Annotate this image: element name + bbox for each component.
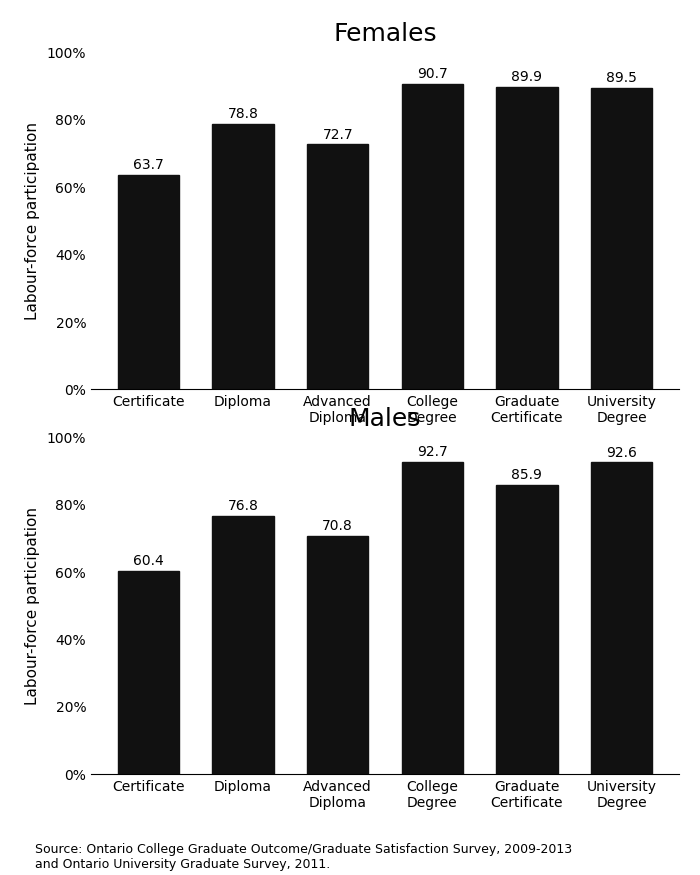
Bar (402, 84, 463, 389)
Text: 60.4: 60.4 (133, 554, 164, 568)
Text: 89.5: 89.5 (606, 71, 637, 85)
Bar (212, 124, 274, 389)
Y-axis label: Labour-force participation: Labour-force participation (25, 507, 40, 705)
Bar (307, 536, 368, 774)
Text: 63.7: 63.7 (133, 158, 164, 172)
Text: Source: Ontario College Graduate Outcome/Graduate Satisfaction Survey, 2009-2013: Source: Ontario College Graduate Outcome… (35, 843, 572, 871)
Bar (496, 485, 558, 774)
Bar (307, 144, 368, 389)
Text: 92.7: 92.7 (417, 445, 448, 459)
Bar (118, 175, 179, 389)
Bar (591, 88, 652, 389)
Text: 70.8: 70.8 (322, 519, 353, 533)
Bar (591, 462, 652, 774)
Bar (402, 462, 463, 774)
Bar (496, 87, 558, 389)
Text: 76.8: 76.8 (228, 499, 258, 513)
Text: 85.9: 85.9 (512, 468, 542, 482)
Title: Females: Females (333, 23, 437, 46)
Bar (212, 515, 274, 774)
Text: 90.7: 90.7 (417, 67, 448, 81)
Title: Males: Males (349, 408, 421, 431)
Text: 89.9: 89.9 (512, 70, 542, 84)
Y-axis label: Labour-force participation: Labour-force participation (25, 122, 40, 320)
Text: 92.6: 92.6 (606, 445, 637, 459)
Text: 78.8: 78.8 (228, 108, 258, 122)
Text: 72.7: 72.7 (323, 128, 353, 142)
Bar (118, 570, 179, 774)
